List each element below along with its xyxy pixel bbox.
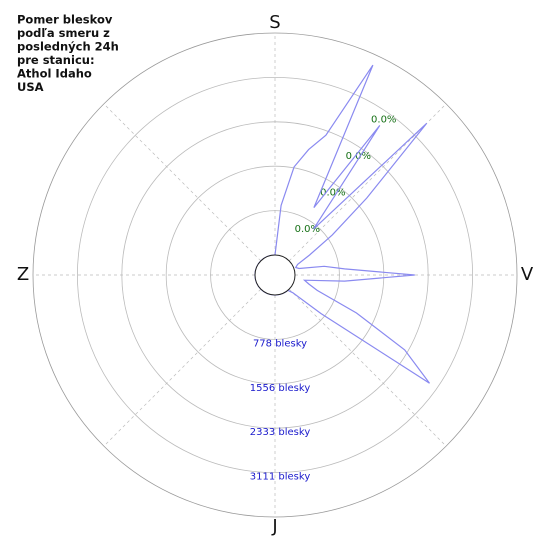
title-line: Athol Idaho <box>17 67 92 81</box>
percent-label: 0.0% <box>346 151 371 162</box>
title-line: USA <box>17 80 44 94</box>
grid-ring <box>210 210 340 340</box>
title-line: pre stanicu: <box>17 53 95 67</box>
direction-label: S <box>269 12 280 33</box>
ring-label: 778 blesky <box>253 338 307 349</box>
ring-label: 3111 blesky <box>250 472 311 483</box>
direction-label: V <box>521 264 534 285</box>
grid-ring <box>121 121 429 429</box>
title-line: posledných 24h <box>17 40 119 54</box>
percent-label: 0.0% <box>371 115 396 126</box>
direction-label: Z <box>17 264 29 285</box>
direction-polygon <box>254 64 430 384</box>
grid-ring <box>165 165 385 385</box>
spoke <box>288 288 447 447</box>
percent-label: 0.0% <box>320 187 345 198</box>
spoke <box>103 288 262 447</box>
title-line: podľa smeru z <box>17 26 110 40</box>
center-hole <box>254 254 296 296</box>
ring-label: 2333 blesky <box>250 427 311 438</box>
spoke <box>288 103 447 262</box>
percent-label: 0.0% <box>295 224 320 235</box>
spoke <box>103 103 262 262</box>
direction-label: J <box>271 516 277 537</box>
outer-ring <box>32 32 518 518</box>
ring-label: 1556 blesky <box>250 383 311 394</box>
title-line: Pomer bleskov <box>17 13 113 27</box>
grid-ring <box>77 77 473 473</box>
